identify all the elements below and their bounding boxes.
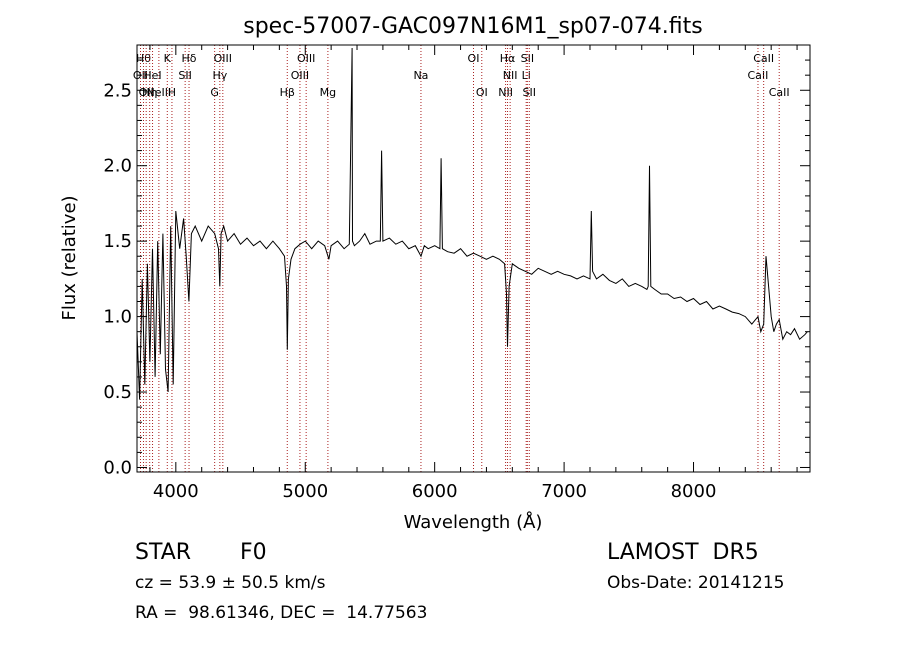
y-tick-label: 0.5 xyxy=(103,382,132,403)
object-subclass: F0 xyxy=(240,540,267,565)
line-marker-label: NeIII xyxy=(147,86,172,99)
x-tick-label: 7000 xyxy=(541,481,587,502)
line-marker-label: OIII xyxy=(297,52,315,65)
line-marker-label: SII xyxy=(178,69,191,82)
y-tick-label: 2.5 xyxy=(103,80,132,101)
x-tick-label: 8000 xyxy=(671,481,717,502)
line-marker-label: OI xyxy=(476,86,488,99)
y-tick-label: 1.5 xyxy=(103,231,132,252)
redshift-info: cz = 53.9 ± 50.5 km/s xyxy=(135,573,326,593)
x-axis: 4000 5000 6000 7000 8000 xyxy=(149,45,798,502)
object-class: STAR xyxy=(135,540,192,565)
line-marker-label: NII xyxy=(498,86,513,99)
line-marker-label: OI xyxy=(468,52,480,65)
line-marker-label: Hβ xyxy=(280,86,295,99)
line-marker-label: Hθ xyxy=(136,52,151,65)
x-tick-label: 5000 xyxy=(282,481,328,502)
y-axis: 0.0 0.5 1.0 1.5 2.0 2.5 xyxy=(103,59,810,478)
x-tick-label: 4000 xyxy=(153,481,199,502)
plot-frame xyxy=(136,44,811,473)
line-marker-label: G xyxy=(210,86,219,99)
line-marker-label: OIII xyxy=(291,69,309,82)
line-marker-label: Hγ xyxy=(212,69,227,82)
line-marker-label: Mg xyxy=(320,86,336,99)
line-marker-label: Li xyxy=(522,69,531,82)
y-axis-label: Flux (relative) xyxy=(59,195,80,320)
line-marker-label: Hη xyxy=(142,86,157,99)
x-axis-label: Wavelength (Å) xyxy=(404,511,543,533)
line-marker-label: CaII xyxy=(753,52,774,65)
coordinates: RA = 98.61346, DEC = 14.77563 xyxy=(135,603,428,623)
line-marker-label: H xyxy=(168,86,176,99)
line-marker-label: NII xyxy=(503,69,518,82)
y-tick-label: 1.0 xyxy=(103,307,132,328)
observation-date: Obs-Date: 20141215 xyxy=(607,573,785,593)
y-tick-label: 2.0 xyxy=(103,156,132,177)
line-marker-label: HeI xyxy=(143,69,161,82)
x-tick-label: 6000 xyxy=(412,481,458,502)
line-marker-label: Na xyxy=(413,69,428,82)
survey-name: LAMOST DR5 xyxy=(607,540,759,565)
line-marker-label: OIII xyxy=(214,52,232,65)
line-marker-label: CaII xyxy=(769,86,790,99)
line-marker-label: OII xyxy=(139,86,154,99)
line-marker-label: SII xyxy=(521,52,534,65)
line-marker-label: K xyxy=(164,52,172,65)
line-marker-label: CaII xyxy=(748,69,769,82)
chart-title: spec-57007-GAC097N16M1_sp07-074.fits xyxy=(243,14,703,39)
spectrum-series xyxy=(136,47,808,400)
spectrum-line-0 xyxy=(136,47,808,400)
line-marker-label: Hδ xyxy=(182,52,197,65)
line-marker-label: Hα xyxy=(500,52,516,65)
emission-line-markers: OIIHθOIIHηHeINeIIIKHSIIHδGHγOIIIHβOIIIOI… xyxy=(133,45,790,472)
y-tick-label: 0.0 xyxy=(103,457,132,478)
line-marker-label: SII xyxy=(523,86,536,99)
